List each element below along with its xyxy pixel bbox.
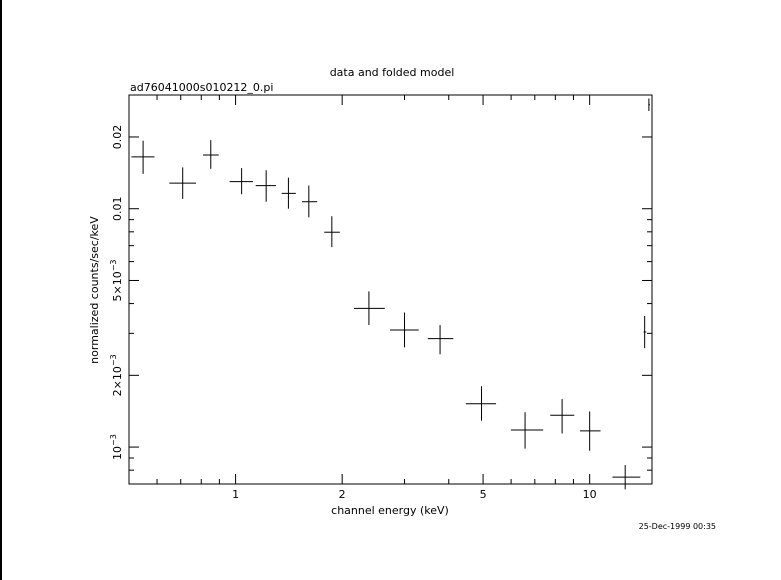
x-axis-label: channel energy (keV) [331, 504, 449, 517]
data-point [169, 167, 196, 199]
data-point [648, 98, 650, 112]
data-point [510, 412, 544, 449]
data-point [255, 170, 276, 202]
x-tick-label: 10 [583, 488, 597, 501]
x-tick-label: 1 [232, 488, 239, 501]
chart-subtitle: ad76041000s010212_0.pi [130, 81, 273, 94]
data-point [427, 325, 454, 355]
data-point [202, 140, 219, 169]
data-point [390, 312, 419, 348]
x-tick-label: 5 [480, 488, 487, 501]
data-points [131, 98, 650, 490]
x-tick-label: 2 [339, 488, 346, 501]
timestamp: 25-Dec-1999 00:35 [639, 522, 716, 531]
data-point [354, 291, 385, 326]
y-tick-label: 0.02 [111, 125, 124, 150]
chart-title: data and folded model [330, 66, 455, 79]
data-point [612, 465, 641, 490]
y-tick-label: 0.01 [111, 196, 124, 221]
y-tick-label: 10−3 [109, 434, 124, 460]
y-tick-label: 2×10−3 [109, 354, 124, 396]
data-point [643, 315, 647, 349]
left-border [0, 0, 2, 580]
data-point [324, 216, 340, 248]
data-point [465, 386, 497, 421]
y-axis-label: normalized counts/sec/keV [88, 216, 101, 364]
data-point [550, 399, 575, 434]
y-tick-label: 5×10−3 [109, 259, 124, 301]
data-point [131, 140, 155, 174]
axis-tick-labels: 1 2 5 10 10−3 2×10−3 5×10−3 0.01 0.02 [109, 125, 597, 501]
plot-frame [128, 94, 653, 485]
data-point [281, 177, 296, 209]
data-point [301, 185, 318, 218]
axis-ticks [128, 94, 652, 485]
data-point [229, 168, 254, 195]
data-point [579, 411, 601, 451]
